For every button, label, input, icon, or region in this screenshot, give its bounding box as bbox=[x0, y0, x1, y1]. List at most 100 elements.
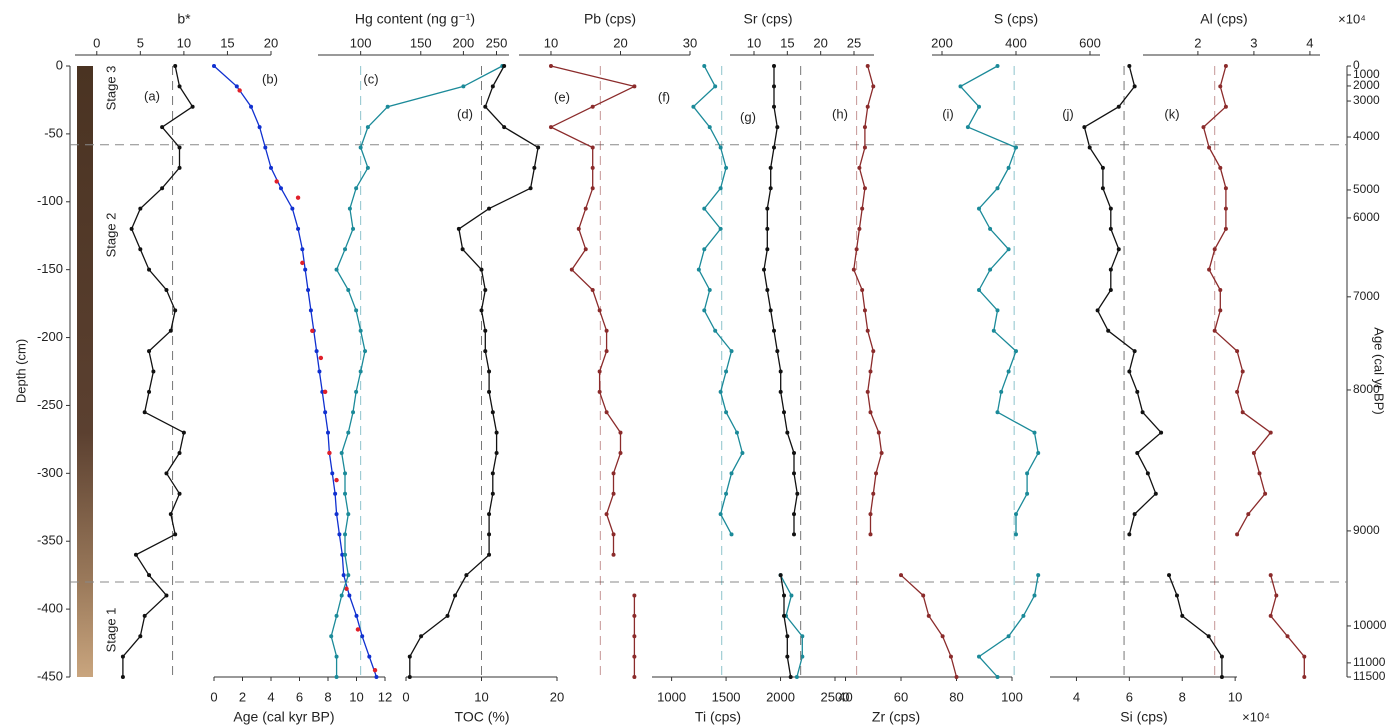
data-point bbox=[334, 675, 339, 679]
data-point bbox=[702, 64, 707, 68]
data-point bbox=[772, 104, 776, 109]
data-point bbox=[1223, 206, 1228, 211]
y-tick-label: -400 bbox=[37, 601, 63, 616]
data-point bbox=[995, 675, 1000, 679]
data-point bbox=[334, 267, 339, 272]
data-line bbox=[549, 65, 637, 555]
data-point bbox=[1240, 410, 1245, 415]
data-point bbox=[999, 389, 1004, 394]
data-point bbox=[965, 125, 970, 130]
data-point bbox=[865, 104, 870, 109]
data-point bbox=[788, 675, 793, 679]
y2-tick-label: 5000 bbox=[1353, 182, 1380, 196]
x-axis-label: Hg content (ng g⁻¹) bbox=[355, 11, 475, 27]
x-axis-label: S (cps) bbox=[994, 11, 1038, 27]
data-point bbox=[177, 450, 182, 455]
data-point bbox=[147, 349, 152, 354]
data-point bbox=[772, 145, 776, 150]
data-point bbox=[876, 430, 881, 435]
data-point bbox=[597, 308, 602, 313]
data-point bbox=[1021, 613, 1026, 618]
data-point bbox=[590, 288, 595, 293]
data-point bbox=[879, 450, 884, 455]
data-point bbox=[583, 247, 588, 252]
data-point bbox=[323, 410, 328, 415]
y-tick-label: 0 bbox=[56, 57, 63, 72]
data-point bbox=[129, 226, 134, 231]
panel-label: (b) bbox=[262, 71, 278, 86]
data-point bbox=[374, 675, 379, 679]
y-tick-label: -250 bbox=[37, 397, 63, 412]
data-line bbox=[978, 575, 1039, 678]
data-point bbox=[1218, 84, 1223, 89]
y-tick-label: -300 bbox=[37, 465, 63, 480]
data-point bbox=[865, 389, 870, 394]
y2-tick-label: 0 bbox=[1353, 58, 1360, 72]
data-point bbox=[330, 471, 335, 476]
data-point bbox=[303, 267, 308, 272]
data-point bbox=[1006, 634, 1011, 639]
date-point bbox=[310, 328, 315, 333]
core-photo bbox=[77, 66, 93, 677]
data-point bbox=[1268, 613, 1273, 618]
data-point bbox=[278, 186, 283, 191]
data-point bbox=[365, 125, 370, 130]
data-point bbox=[464, 573, 469, 578]
data-line bbox=[409, 65, 539, 677]
data-point bbox=[857, 165, 862, 170]
panel-label: (d) bbox=[457, 106, 473, 121]
data-point bbox=[1246, 512, 1251, 517]
x-tick-label: 2 bbox=[1194, 35, 1201, 50]
data-point bbox=[1174, 593, 1179, 598]
data-point bbox=[494, 450, 499, 455]
multiplier-bottom: ×10⁴ bbox=[1242, 709, 1270, 724]
x-tick-label: 400 bbox=[1005, 35, 1027, 50]
data-point bbox=[611, 471, 616, 476]
x-tick-label: 60 bbox=[894, 689, 908, 704]
data-point bbox=[133, 552, 138, 557]
data-point bbox=[597, 369, 602, 374]
data-point bbox=[160, 125, 165, 130]
data-point bbox=[734, 430, 739, 435]
data-point bbox=[1240, 369, 1245, 374]
data-point bbox=[718, 145, 723, 150]
data-point bbox=[354, 389, 359, 394]
data-point bbox=[1132, 84, 1137, 89]
data-point bbox=[995, 308, 1000, 313]
data-point bbox=[729, 532, 734, 537]
data-point bbox=[988, 267, 993, 272]
data-point bbox=[768, 165, 773, 170]
x-axis-label: b* bbox=[177, 11, 191, 27]
data-point bbox=[487, 512, 492, 517]
data-point bbox=[1223, 104, 1228, 109]
date-point bbox=[327, 450, 332, 456]
data-point bbox=[306, 288, 311, 293]
data-point bbox=[1132, 512, 1137, 517]
data-point bbox=[632, 634, 637, 639]
data-point bbox=[782, 593, 786, 598]
data-point bbox=[168, 328, 173, 333]
y2-tick-label: 9000 bbox=[1353, 523, 1380, 537]
data-point bbox=[868, 369, 873, 374]
data-point bbox=[1207, 267, 1212, 272]
data-point bbox=[1108, 288, 1113, 293]
data-point bbox=[164, 288, 169, 293]
data-point bbox=[490, 471, 495, 476]
data-line bbox=[330, 65, 503, 677]
data-point bbox=[995, 186, 1000, 191]
data-line bbox=[122, 65, 194, 677]
data-point bbox=[317, 369, 322, 374]
data-point bbox=[1087, 145, 1092, 150]
data-point bbox=[590, 165, 595, 170]
data-point bbox=[1268, 573, 1273, 578]
data-point bbox=[1108, 226, 1113, 231]
data-point bbox=[120, 675, 125, 679]
data-point bbox=[1127, 532, 1132, 537]
date-point bbox=[355, 627, 361, 632]
x-axis-label: Si (cps) bbox=[1120, 709, 1167, 725]
x-tick-label: 1000 bbox=[657, 689, 686, 704]
y2-tick-label: 10000 bbox=[1353, 618, 1387, 632]
data-point bbox=[1218, 308, 1223, 313]
data-point bbox=[713, 84, 718, 89]
data-point bbox=[1218, 165, 1223, 170]
